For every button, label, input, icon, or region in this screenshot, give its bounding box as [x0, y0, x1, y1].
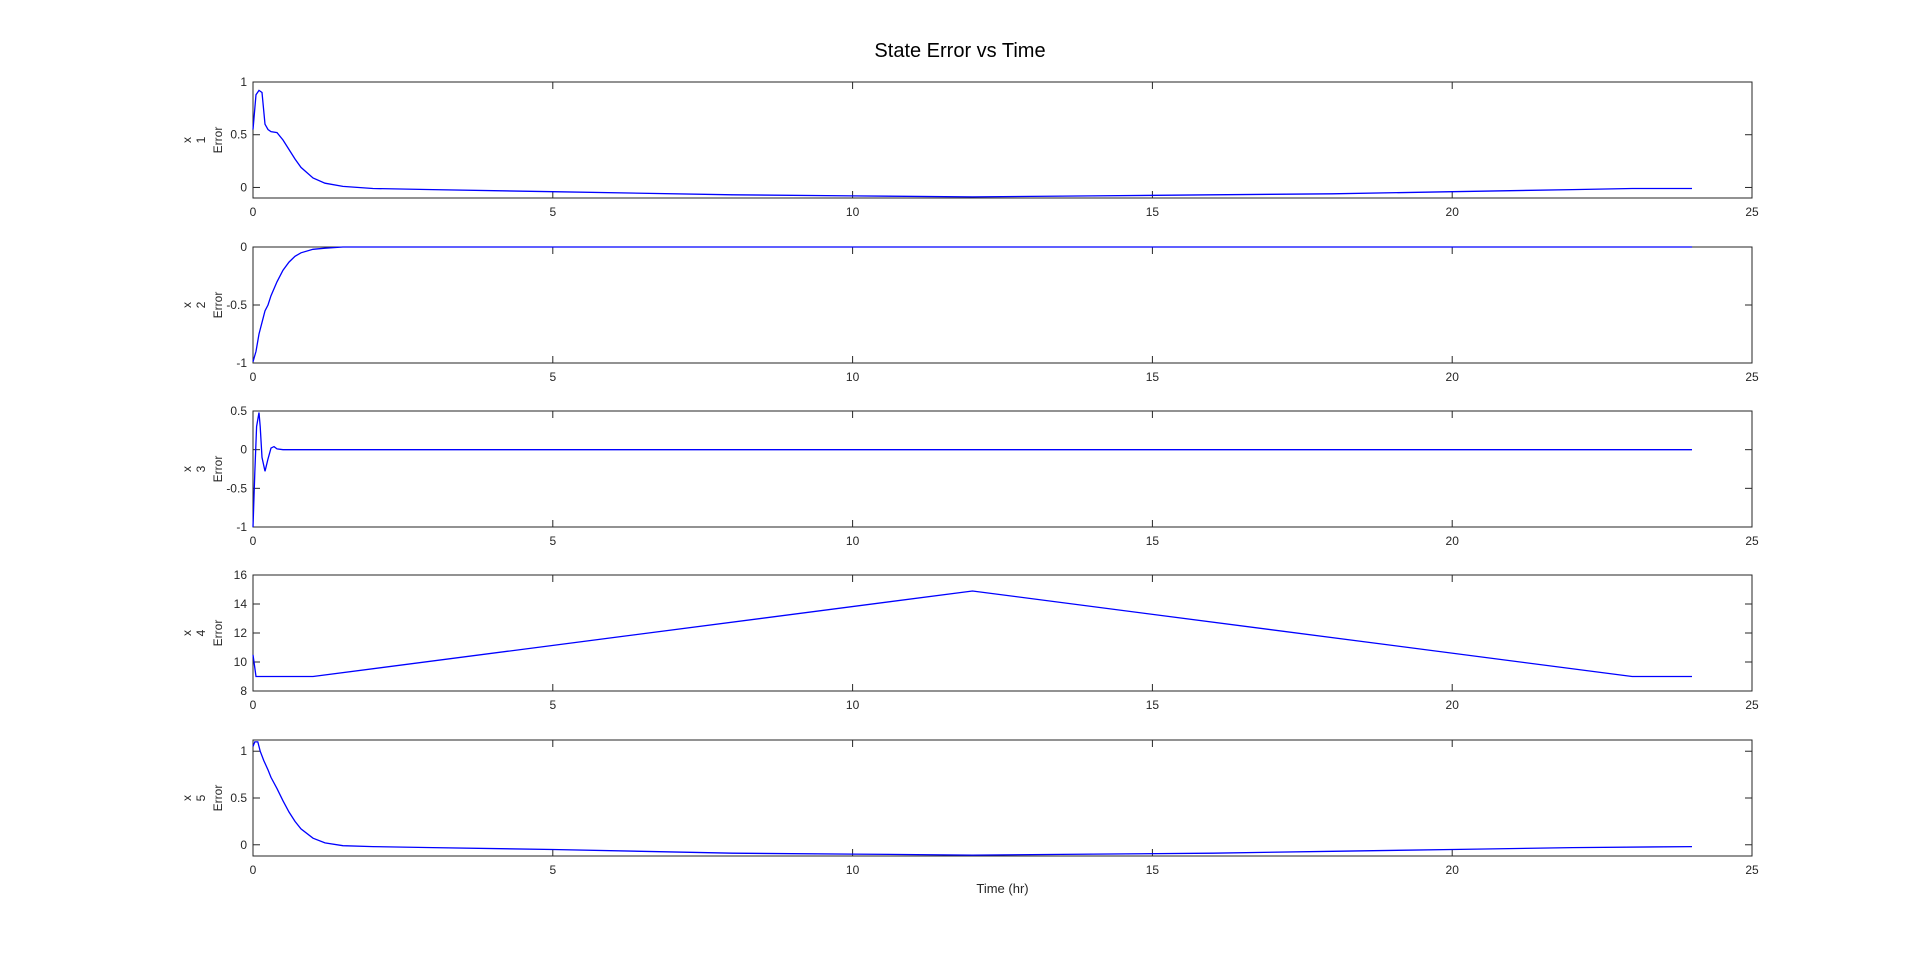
subplot-3-ytick-label: -0.5	[226, 481, 247, 495]
subplot-2-ylabel-part-2: 2	[194, 301, 208, 308]
subplot-4-ytick-label: 10	[234, 655, 248, 669]
subplot-3-ylabel-part-3: Error	[211, 456, 225, 483]
subplot-1-ytick-label: 0.5	[230, 128, 247, 142]
subplot-1-ylabel-part-1: x	[180, 137, 194, 143]
subplot-5-axes-box	[252, 739, 1753, 857]
subplot-2-ytick-label: -0.5	[226, 298, 247, 312]
x-axis-label: Time (hr)	[976, 881, 1028, 896]
figure-title: State Error vs Time	[874, 40, 1046, 62]
subplot-4-series-line	[252, 590, 1692, 678]
subplot-3-xtick-label: 15	[1146, 534, 1160, 548]
subplot-2-ytick-label: -1	[236, 356, 247, 370]
subplot-2-xtick-label: 15	[1146, 370, 1160, 384]
subplot-2-ylabel-part-1: x	[180, 302, 194, 308]
subplot-4-xtick-label: 25	[1745, 698, 1759, 712]
subplot-4-xtick-label: 20	[1446, 698, 1460, 712]
subplot-3-xtick-label: 5	[549, 534, 556, 548]
subplot-5-ylabel-part-2: 5	[194, 794, 208, 801]
subplot-1-ylabel-part-2: 1	[194, 136, 208, 143]
subplot-2-xtick-label: 0	[250, 370, 257, 384]
subplot-1-xtick-label: 15	[1146, 205, 1160, 219]
subplot-5-xtick-label: 0	[250, 863, 257, 877]
subplot-3-xtick-label: 0	[250, 534, 257, 548]
subplot-4-axes-box	[252, 574, 1753, 692]
subplot-1-ylabel-part-3: Error	[211, 127, 225, 154]
subplot-1-xtick-label: 0	[250, 205, 257, 219]
subplot-2-axes-box	[252, 246, 1753, 364]
subplot-3-xtick-label: 20	[1446, 534, 1460, 548]
subplot-1-xtick-label: 5	[549, 205, 556, 219]
subplot-2-xtick-label: 10	[846, 370, 860, 384]
subplot-4-ytick-label: 16	[234, 568, 248, 582]
subplot-4-xtick-label: 10	[846, 698, 860, 712]
subplot-4-ylabel-part-3: Error	[211, 620, 225, 647]
subplot-5-xtick-label: 10	[846, 863, 860, 877]
subplot-2-xtick-label: 25	[1745, 370, 1759, 384]
subplot-5-xtick-label: 25	[1745, 863, 1759, 877]
subplot-3-ytick-label: -1	[236, 520, 247, 534]
subplot-5-ytick-label: 0	[240, 838, 247, 852]
subplot-3-ytick-label: 0	[240, 443, 247, 457]
subplot-4-xtick-label: 0	[250, 698, 257, 712]
subplot-3-ytick-label: 0.5	[230, 404, 247, 418]
subplot-1-series-line	[252, 89, 1692, 198]
subplot-4-ylabel-part-1: x	[180, 630, 194, 636]
subplot-4-xtick-label: 5	[549, 698, 556, 712]
subplot-1-xtick-label: 20	[1446, 205, 1460, 219]
subplot-2-ylabel-part-3: Error	[211, 292, 225, 319]
subplot-5-xtick-label: 15	[1146, 863, 1160, 877]
subplot-3-ylabel-part-1: x	[180, 466, 194, 472]
subplot-1-axes-box	[252, 81, 1753, 199]
subplot-2-series-line	[252, 246, 1692, 362]
subplot-2-xtick-label: 5	[549, 370, 556, 384]
subplot-4-xtick-label: 15	[1146, 698, 1160, 712]
subplot-1-ytick-label: 1	[240, 75, 247, 89]
subplot-1-ytick-label: 0	[240, 180, 247, 194]
subplot-3-xtick-label: 10	[846, 534, 860, 548]
subplot-1-xtick-label: 10	[846, 205, 860, 219]
subplot-3-series-line	[252, 412, 1692, 528]
subplot-5-xtick-label: 20	[1446, 863, 1460, 877]
subplot-3-xtick-label: 25	[1745, 534, 1759, 548]
subplot-4-ylabel-part-2: 4	[194, 629, 208, 636]
subplot-5-ytick-label: 1	[240, 744, 247, 758]
subplot-5-series-line	[252, 741, 1693, 856]
subplot-3-axes-box	[252, 410, 1753, 528]
subplot-4-ytick-label: 12	[234, 626, 248, 640]
subplot-4-ytick-label: 8	[240, 684, 247, 698]
subplot-4-ytick-label: 14	[234, 597, 248, 611]
subplot-5-ytick-label: 0.5	[230, 791, 247, 805]
subplot-5-ylabel-part-3: Error	[211, 785, 225, 812]
subplot-2-xtick-label: 20	[1446, 370, 1460, 384]
subplot-3-ylabel-part-2: 3	[194, 465, 208, 472]
subplot-1-xtick-label: 25	[1745, 205, 1759, 219]
subplot-5-xtick-label: 5	[549, 863, 556, 877]
subplot-5-ylabel-part-1: x	[180, 795, 194, 801]
subplot-2-ytick-label: 0	[240, 240, 247, 254]
